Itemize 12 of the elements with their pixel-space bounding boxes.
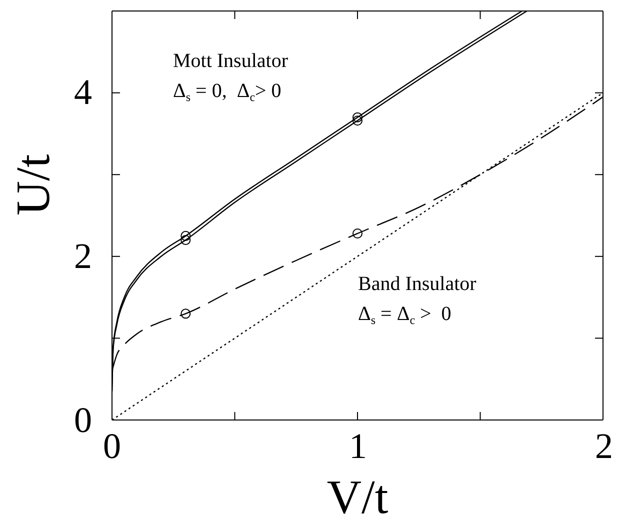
y-tick-label: 4 bbox=[74, 72, 92, 112]
annotation: Mott Insulator bbox=[173, 50, 288, 72]
y-axis-title: U/t bbox=[7, 154, 60, 216]
x-tick-label: 0 bbox=[103, 426, 121, 466]
y-tick-label: 2 bbox=[74, 236, 92, 276]
x-tick-label: 2 bbox=[595, 426, 613, 466]
x-axis-title: V/t bbox=[326, 471, 389, 515]
annotation: Δ$_{s}$ = 0, Δ$_{c}$> 0 bbox=[173, 80, 282, 104]
annotation: Band Insulator bbox=[358, 273, 477, 295]
x-tick-label: 1 bbox=[349, 426, 367, 466]
y-tick-label: 0 bbox=[74, 400, 92, 440]
annotation: Δ$_{s}$ = Δ$_{c}$ > 0 bbox=[358, 303, 452, 327]
